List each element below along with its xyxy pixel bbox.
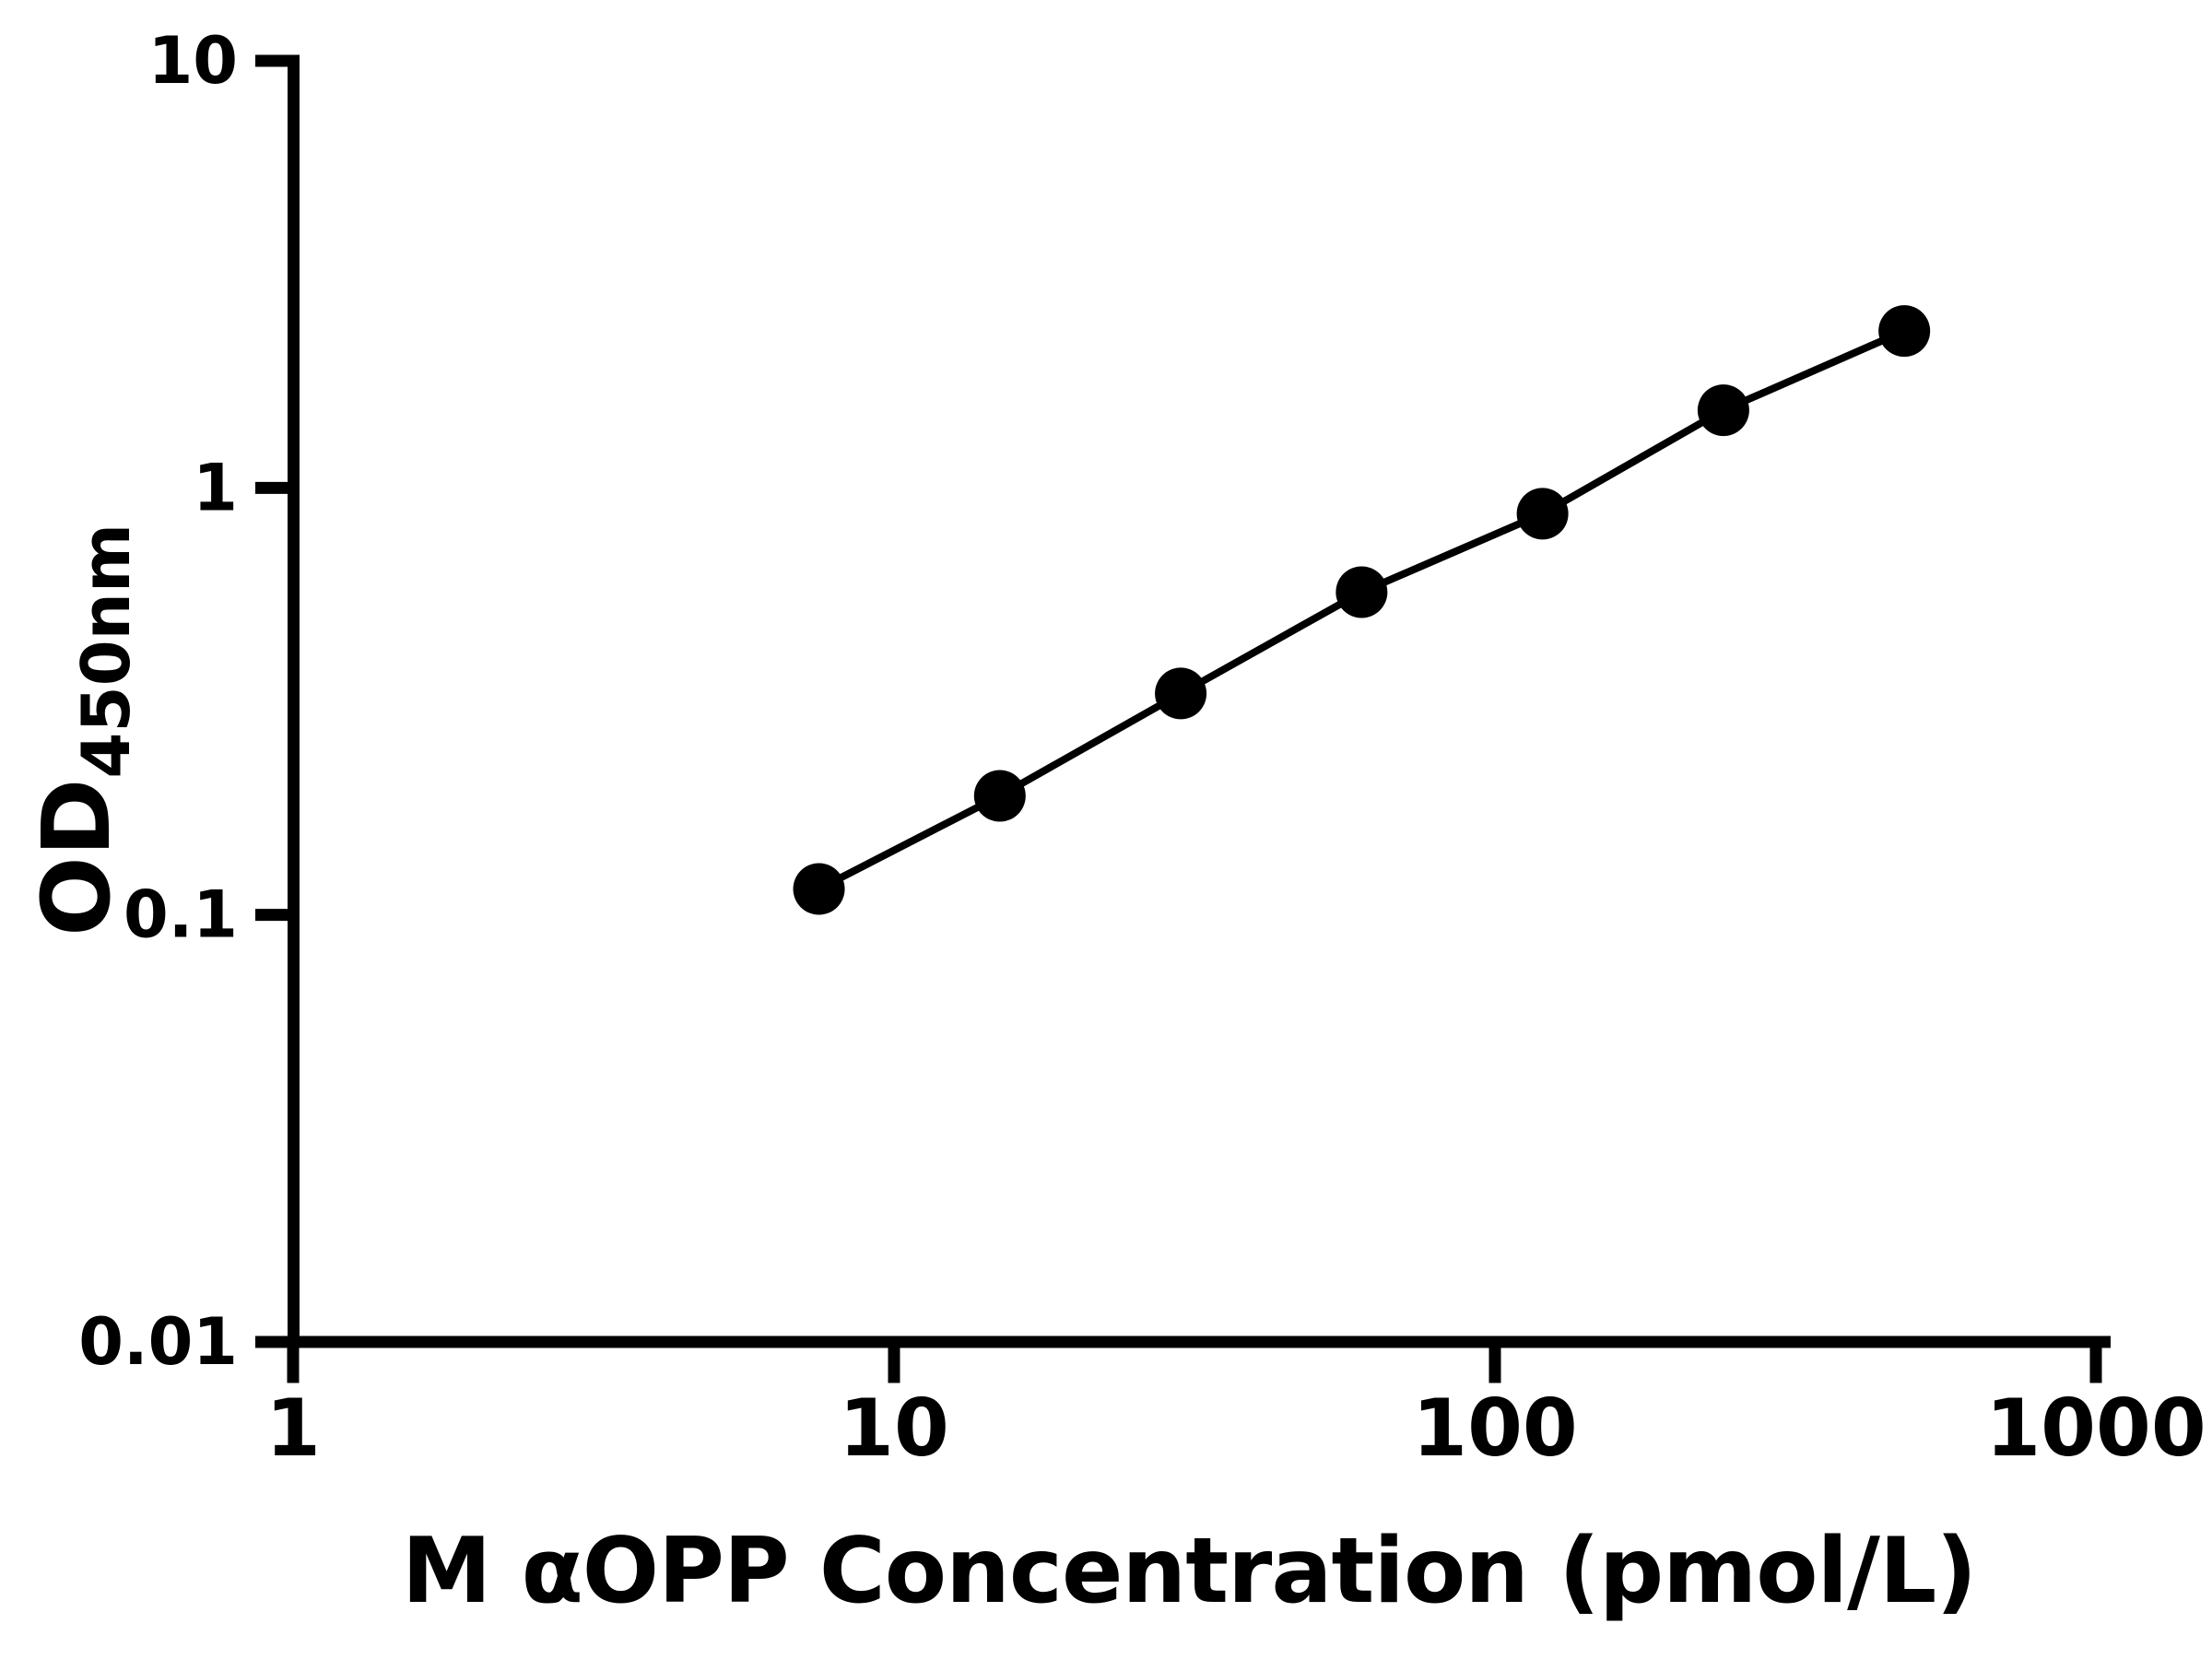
data-point-marker	[1878, 305, 1931, 358]
y-tick-label: 1	[193, 450, 238, 525]
x-axis-ticks: 1 10 100 1000	[265, 1347, 2206, 1475]
y-tick-label: 0.1	[124, 877, 238, 953]
y-tick-label: 0.01	[78, 1304, 238, 1380]
y-axis-title: OD450nm	[22, 524, 145, 936]
x-tick-label: 100	[1412, 1382, 1578, 1475]
y-axis-title-main: OD	[22, 779, 132, 936]
data-point-marker	[1155, 667, 1207, 720]
y-axis-title-subscript: 450nm	[67, 524, 145, 779]
data-series-group	[793, 305, 1931, 915]
data-point-marker	[973, 770, 1026, 822]
x-tick-label: 1	[265, 1382, 321, 1475]
data-point-marker	[1697, 384, 1749, 437]
axis-spines	[288, 54, 2111, 1348]
x-tick-label: 10	[839, 1382, 949, 1475]
x-axis-title: M αOPP Concentration (pmol/L)	[402, 1519, 1976, 1624]
x-tick-label: 1000	[1985, 1382, 2206, 1475]
data-point-marker	[793, 863, 845, 915]
y-tick-label: 10	[148, 23, 238, 99]
data-point-marker	[1335, 566, 1388, 618]
y-axis-ticks: 10 1 0.1 0.01	[78, 23, 288, 1380]
data-point-marker	[1516, 488, 1569, 540]
